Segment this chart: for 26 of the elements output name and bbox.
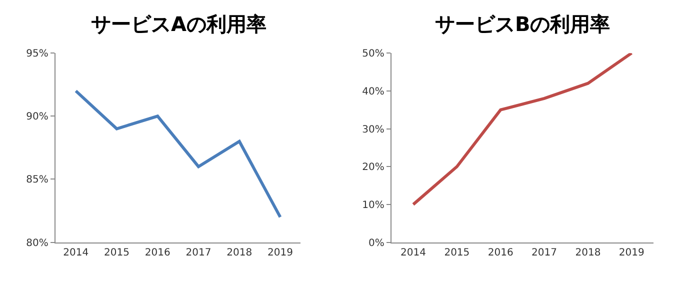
y-tick-label: 0% [368, 238, 384, 249]
x-tick-label: 2014 [63, 247, 89, 258]
x-tick-label: 2019 [618, 247, 644, 258]
y-tick-label: 20% [362, 162, 384, 174]
y-tick-label: 30% [362, 124, 384, 136]
x-tick-label: 2015 [104, 247, 130, 258]
x-tick-label: 2017 [186, 247, 212, 258]
y-tick-label: 95% [26, 48, 48, 60]
chart-title: サービスBの利用率 [435, 12, 610, 36]
y-tick-label: 80% [26, 238, 48, 249]
x-tick-label: 2017 [532, 247, 558, 258]
x-tick-label: 2018 [575, 247, 601, 258]
line-series [412, 53, 634, 206]
chart-title: サービスAの利用率 [91, 12, 266, 36]
y-tick-label: 40% [362, 86, 384, 98]
x-tick-label: 2016 [144, 247, 170, 258]
x-tick-label: 2018 [226, 247, 252, 258]
x-tick-label: 2019 [268, 247, 293, 258]
y-tick-label: 50% [362, 48, 384, 60]
y-tick-label: 10% [362, 200, 384, 211]
x-tick-label: 2014 [400, 247, 426, 258]
x-tick-label: 2015 [444, 247, 470, 258]
line-series [74, 89, 282, 219]
y-tick-label: 90% [26, 112, 48, 123]
y-tick-label: 85% [26, 174, 48, 186]
x-tick-label: 2016 [488, 247, 514, 258]
